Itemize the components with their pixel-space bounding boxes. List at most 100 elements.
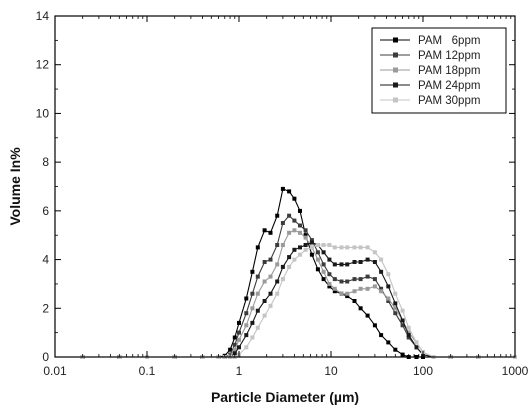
data-point (287, 213, 292, 218)
series-layer (80, 186, 517, 359)
data-point (393, 306, 398, 311)
data-point (303, 235, 308, 240)
data-point (232, 335, 237, 340)
data-point (345, 279, 350, 284)
data-point (292, 196, 297, 201)
x-tick-label: 0.01 (43, 364, 67, 378)
legend-label: PAM 24ppm (418, 80, 480, 92)
data-point (287, 255, 292, 260)
data-point (255, 308, 260, 313)
data-point (393, 311, 398, 316)
data-point (298, 223, 302, 228)
data-point (358, 260, 363, 264)
data-point (268, 291, 273, 296)
data-point (303, 243, 308, 247)
data-point (287, 230, 292, 235)
data-point (321, 243, 326, 247)
data-point (332, 286, 337, 291)
legend-item: PAM 6ppm (380, 35, 480, 47)
x-tick-label: 0.1 (139, 364, 156, 378)
x-tick-label: 100 (413, 364, 433, 378)
data-point (280, 277, 285, 282)
data-point (280, 221, 285, 225)
data-point (315, 267, 320, 272)
data-point (309, 252, 314, 257)
data-point (358, 277, 363, 282)
data-point (298, 245, 302, 250)
data-point (237, 330, 241, 335)
data-point (275, 279, 280, 284)
data-point (292, 218, 297, 223)
y-tick-label: 8 (42, 155, 49, 169)
legend-marker (393, 67, 398, 73)
data-point (352, 245, 357, 250)
data-point (321, 277, 326, 282)
data-point (232, 342, 237, 347)
legend: PAM 6ppm PAM 12ppm PAM 18ppm PAM 24ppm PAM 3… (371, 27, 507, 114)
data-point (237, 345, 241, 350)
data-point (372, 250, 377, 255)
data-point (232, 351, 237, 356)
data-point (406, 330, 411, 335)
data-point (309, 240, 314, 245)
data-point (358, 306, 363, 311)
data-point (255, 291, 260, 296)
x-axis-title: Particle Diameter (µm) (211, 389, 359, 405)
data-point (393, 347, 398, 352)
y-tick-label: 12 (36, 58, 50, 72)
data-point (250, 269, 255, 274)
data-point (298, 208, 302, 213)
data-point (332, 277, 337, 282)
data-point (292, 228, 297, 233)
data-point (321, 269, 326, 274)
y-axis-title: Volume In% (7, 147, 23, 226)
y-tick-label: 2 (42, 301, 49, 315)
data-point (358, 245, 363, 250)
legend-marker (393, 97, 398, 103)
data-point (393, 291, 398, 296)
data-point (275, 243, 280, 247)
data-point (327, 284, 332, 289)
legend-marker (393, 52, 398, 58)
x-tick-label: 1 (236, 364, 243, 378)
data-point (339, 279, 344, 284)
data-point (255, 274, 260, 279)
data-point (414, 340, 419, 345)
data-point (268, 230, 273, 235)
data-point (250, 335, 255, 340)
data-point (365, 286, 370, 291)
data-point (298, 252, 302, 257)
data-point (303, 228, 308, 233)
data-point (345, 262, 350, 267)
data-point (321, 262, 326, 267)
data-point (228, 347, 233, 352)
data-point (268, 257, 273, 262)
data-point (365, 274, 370, 279)
data-point (275, 262, 280, 267)
legend-item: PAM 30ppm (380, 95, 480, 107)
data-point (406, 335, 411, 340)
data-point (309, 245, 314, 250)
data-point (280, 243, 285, 247)
data-point (315, 243, 320, 247)
data-point (244, 333, 249, 338)
data-point (379, 286, 384, 291)
legend-marker (393, 37, 398, 43)
data-point (352, 289, 357, 294)
ticks-layer: 0.01 0.1 1 10 100 1000 0 2 4 6 8 10 12 14 (36, 9, 529, 378)
data-point (400, 318, 405, 323)
data-point (250, 291, 255, 296)
data-point (262, 313, 267, 318)
data-point (386, 296, 391, 301)
data-point (386, 284, 391, 289)
data-point (244, 296, 249, 301)
y-tick-label: 4 (42, 253, 49, 267)
y-tick-label: 0 (42, 350, 49, 364)
data-point (345, 291, 350, 296)
data-point (244, 345, 249, 350)
data-point (379, 289, 384, 294)
data-point (352, 299, 357, 303)
data-point (327, 243, 332, 247)
data-point (327, 272, 332, 277)
data-point (400, 323, 405, 328)
